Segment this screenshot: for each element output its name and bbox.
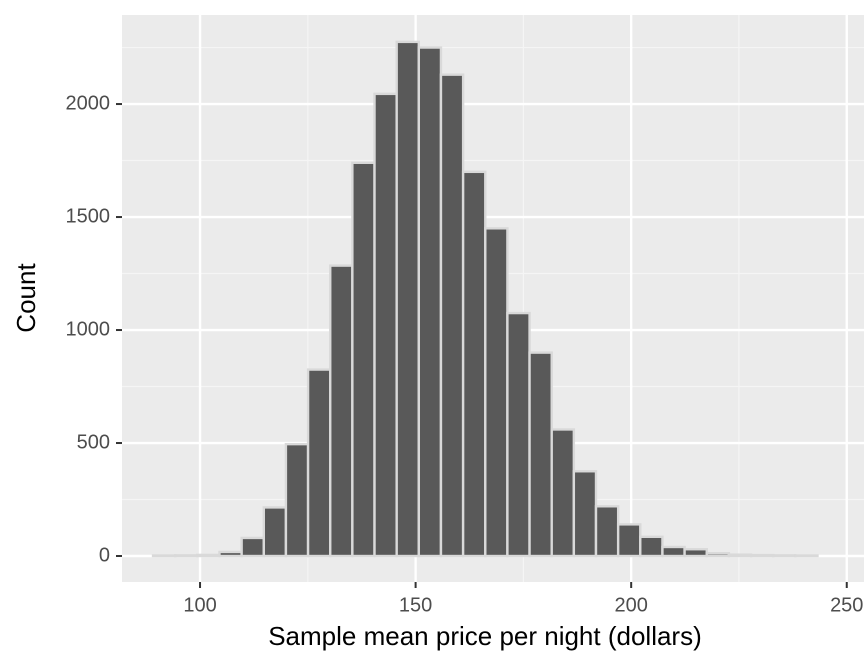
y-tick-label: 0 (99, 544, 110, 566)
histogram-bar (639, 535, 664, 558)
histogram-bar (351, 161, 376, 558)
histogram-bar (174, 554, 199, 558)
histogram-bar (506, 311, 531, 558)
histogram-bar (572, 470, 598, 558)
histogram-bar (594, 505, 620, 558)
histogram-bar (240, 536, 266, 558)
histogram-bar (417, 46, 443, 558)
y-tick-label: 1500 (66, 205, 111, 227)
x-tick-label: 200 (614, 594, 647, 616)
histogram-bar (528, 351, 553, 558)
histogram-bar (284, 442, 310, 558)
histogram-bar (218, 550, 243, 558)
histogram-bar (749, 553, 775, 558)
x-axis-title: Sample mean price per night (dollars) (268, 621, 702, 651)
y-axis-title: Count (11, 263, 41, 333)
histogram-bar (306, 368, 332, 558)
histogram-bar (550, 428, 576, 558)
histogram-bar (461, 170, 487, 558)
y-tick-label: 500 (77, 431, 110, 453)
histogram-bar (484, 227, 509, 558)
x-tick-label: 150 (399, 594, 432, 616)
histogram-bar (262, 506, 288, 558)
histogram-bar (683, 548, 708, 558)
x-tick-label: 250 (830, 594, 863, 616)
y-tick-label: 1000 (66, 318, 111, 340)
x-tick-label: 100 (183, 594, 216, 616)
histogram-bar (727, 553, 753, 558)
histogram-bar (705, 552, 731, 558)
histogram-bar (196, 553, 221, 558)
histogram-bar (661, 545, 686, 558)
histogram-bar (616, 523, 642, 558)
histogram-bar (772, 554, 797, 558)
histogram-bar (373, 92, 398, 558)
histogram-bar (329, 264, 354, 558)
y-tick-label: 2000 (66, 92, 111, 114)
histogram-bar (395, 40, 421, 558)
histogram-bar (439, 73, 465, 558)
